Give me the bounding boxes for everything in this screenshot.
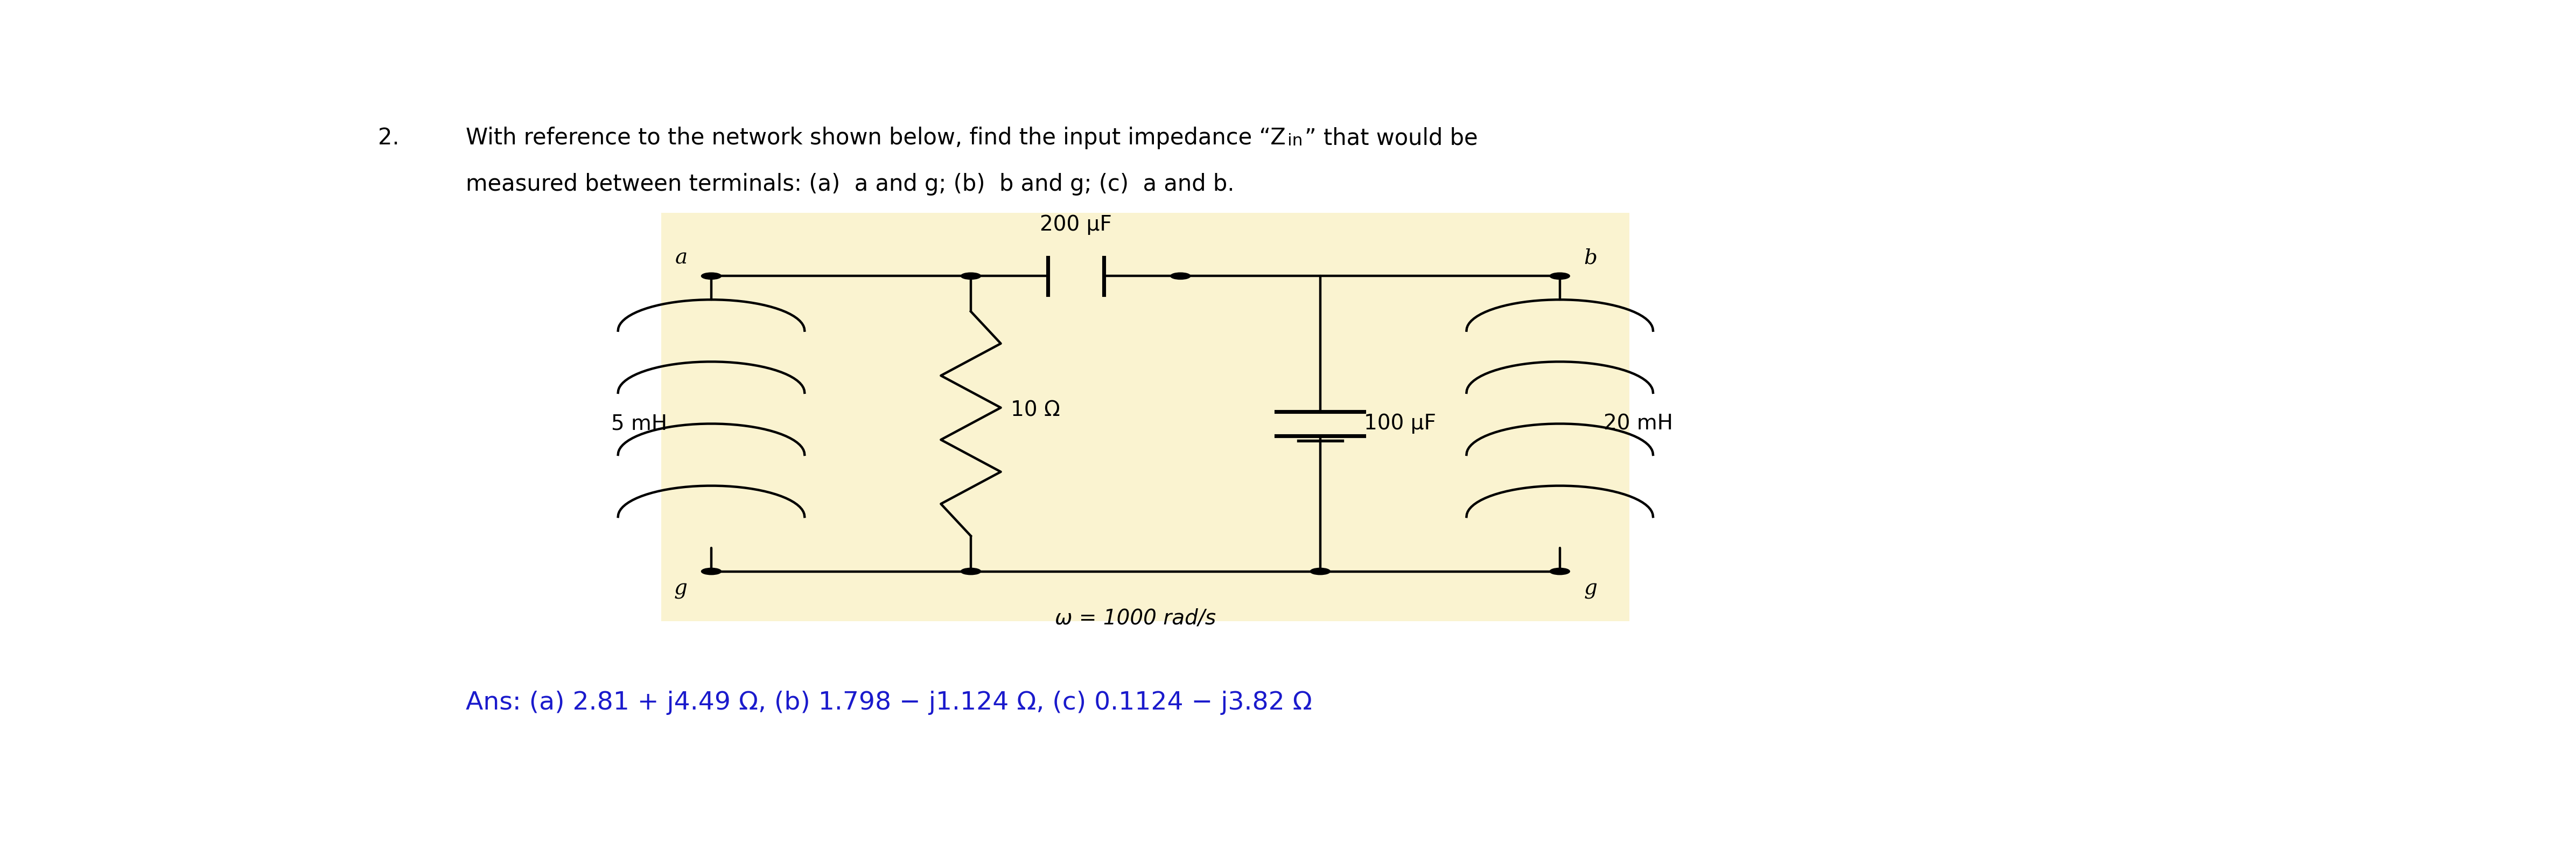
Text: 2.: 2. — [379, 127, 399, 149]
Text: b: b — [1584, 248, 1597, 268]
Text: With reference to the network shown below, find the input impedance “Z: With reference to the network shown belo… — [466, 127, 1285, 149]
Text: 5 mH: 5 mH — [611, 414, 667, 434]
Text: measured between terminals: (a)  a and g; (b)  b and g; (c)  a and b.: measured between terminals: (a) a and g;… — [466, 173, 1234, 196]
Text: g: g — [675, 579, 688, 599]
FancyBboxPatch shape — [662, 213, 1631, 622]
Circle shape — [1551, 568, 1569, 575]
Text: 10 Ω: 10 Ω — [1010, 400, 1061, 421]
Text: in: in — [1288, 134, 1303, 149]
Text: 100 μF: 100 μF — [1365, 414, 1437, 434]
Circle shape — [961, 568, 981, 575]
Circle shape — [1311, 568, 1329, 575]
Text: Ans: (a) 2.81 + j4.49 Ω, (b) 1.798 − j1.124 Ω, (c) 0.1124 − j3.82 Ω: Ans: (a) 2.81 + j4.49 Ω, (b) 1.798 − j1.… — [466, 690, 1311, 715]
Circle shape — [701, 568, 721, 575]
Text: g: g — [1584, 579, 1597, 599]
Circle shape — [701, 272, 721, 279]
Text: a: a — [675, 248, 688, 268]
Text: ” that would be: ” that would be — [1306, 127, 1479, 149]
Text: ω = 1000 rad/s: ω = 1000 rad/s — [1056, 608, 1216, 628]
Circle shape — [1551, 272, 1569, 279]
Text: 20 mH: 20 mH — [1605, 414, 1674, 434]
Text: 200 μF: 200 μF — [1041, 215, 1113, 234]
Circle shape — [1170, 272, 1190, 279]
Circle shape — [961, 272, 981, 279]
